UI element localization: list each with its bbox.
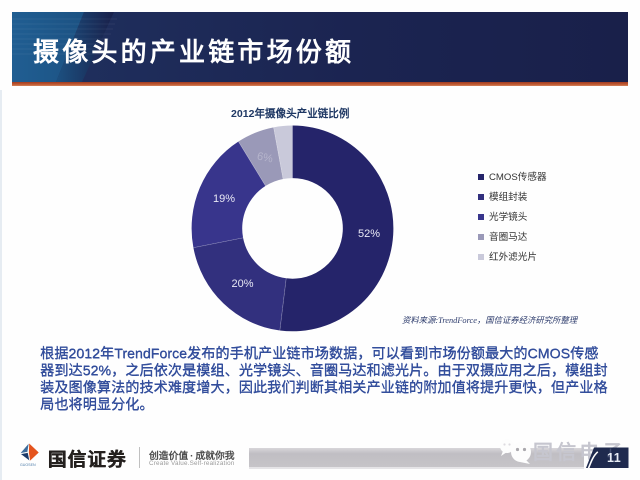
svg-text:GUOSEN: GUOSEN — [20, 463, 36, 467]
